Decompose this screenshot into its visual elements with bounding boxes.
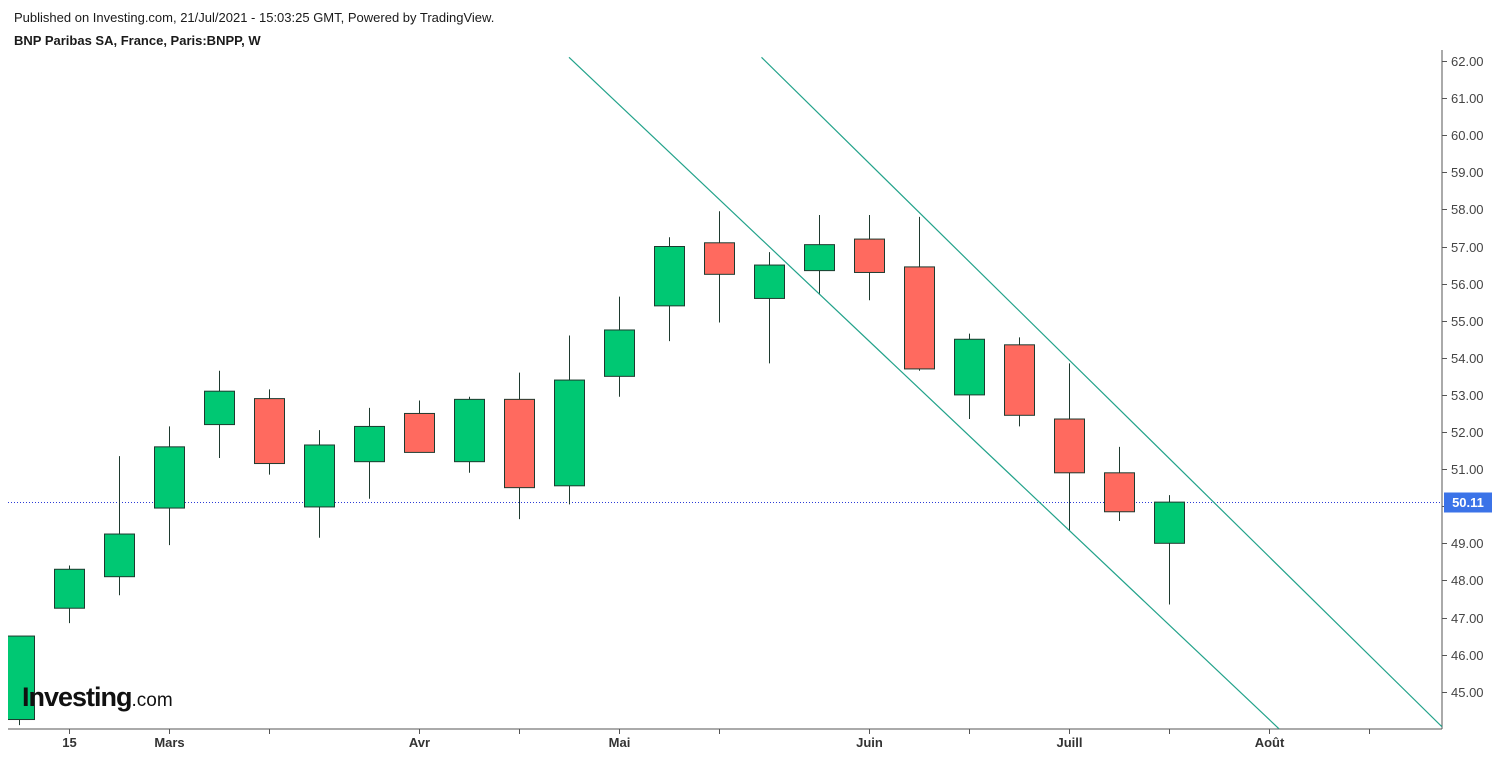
candle-down[interactable] [854,238,885,273]
candle-up[interactable] [54,568,85,609]
last-price-tag [1444,492,1492,513]
x-tick-label: Juill [1056,735,1082,750]
candle-up[interactable] [304,444,335,508]
x-tick-label: Juin [856,735,883,750]
y-tick-label: 55.00 [1451,314,1484,329]
published-info: Published on Investing.com, 21/Jul/2021 … [14,10,495,25]
x-tick-label: Août [1255,735,1285,750]
y-tick-label: 45.00 [1451,685,1484,700]
candle-up[interactable] [954,338,985,396]
trendline[interactable] [568,56,1280,729]
candle-up[interactable] [204,390,235,426]
candle-up[interactable] [354,425,385,463]
candle-down[interactable] [1104,472,1135,513]
x-tick-label: 15 [62,735,76,750]
candle-down[interactable] [904,266,935,370]
logo-brand: Investing [22,682,133,712]
candle-up[interactable] [154,446,185,509]
candle-down[interactable] [704,242,735,275]
candle-up[interactable] [5,635,35,721]
y-tick-label: 52.00 [1451,425,1484,440]
y-tick-label: 48.00 [1451,573,1484,588]
y-tick-label: 56.00 [1451,277,1484,292]
candle-down[interactable] [1054,418,1085,474]
candle-down[interactable] [254,398,285,465]
y-tick-label: 49.00 [1451,536,1484,551]
candle-down[interactable] [404,412,435,453]
y-tick-label: 58.00 [1451,202,1484,217]
candle-down[interactable] [504,398,535,489]
y-tick-label: 53.00 [1451,388,1484,403]
candle-up[interactable] [104,533,135,578]
y-tick-label: 54.00 [1451,351,1484,366]
instrument-title: BNP Paribas SA, France, Paris:BNPP, W [14,33,261,48]
candle-up[interactable] [654,246,685,307]
x-tick-label: Mars [154,735,184,750]
y-tick-label: 59.00 [1451,165,1484,180]
candle-down[interactable] [1004,344,1035,416]
candle-up[interactable] [604,329,635,377]
candle-up[interactable] [454,398,485,463]
candle-up[interactable] [804,244,835,272]
last-price-value: 50.11 [1452,495,1484,510]
y-tick-label: 61.00 [1451,91,1484,106]
investing-logo: Investing.com [22,682,173,713]
y-tick-label: 62.00 [1451,54,1484,69]
trendline[interactable] [761,56,1445,729]
y-tick-label: 51.00 [1451,462,1484,477]
y-tick-label: 46.00 [1451,648,1484,663]
candle-up[interactable] [1154,501,1185,544]
x-tick-label: Avr [409,735,430,750]
y-tick-label: 60.00 [1451,128,1484,143]
candle-up[interactable] [754,264,785,299]
logo-suffix: .com [131,690,173,711]
x-tick-label: Mai [609,735,631,750]
y-tick-label: 57.00 [1451,240,1484,255]
candles-group [5,56,1445,729]
candle-up[interactable] [554,379,585,487]
y-tick-label: 47.00 [1451,611,1484,626]
